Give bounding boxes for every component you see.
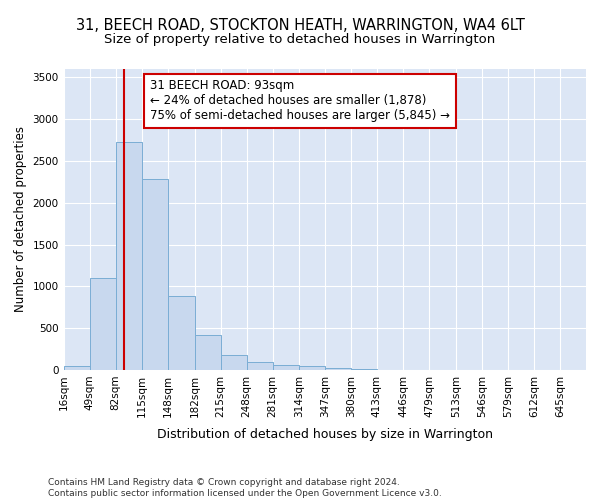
Bar — [273, 366, 299, 370]
Bar — [194, 336, 221, 370]
Bar — [221, 356, 247, 370]
Bar — [325, 368, 351, 370]
Y-axis label: Number of detached properties: Number of detached properties — [14, 126, 27, 312]
Text: Contains HM Land Registry data © Crown copyright and database right 2024.
Contai: Contains HM Land Registry data © Crown c… — [48, 478, 442, 498]
Text: 31, BEECH ROAD, STOCKTON HEATH, WARRINGTON, WA4 6LT: 31, BEECH ROAD, STOCKTON HEATH, WARRINGT… — [76, 18, 524, 32]
Bar — [247, 362, 273, 370]
X-axis label: Distribution of detached houses by size in Warrington: Distribution of detached houses by size … — [157, 428, 493, 441]
Bar — [116, 142, 142, 370]
Bar — [142, 180, 168, 370]
Text: Size of property relative to detached houses in Warrington: Size of property relative to detached ho… — [104, 32, 496, 46]
Bar — [89, 278, 116, 370]
Bar — [351, 369, 377, 370]
Bar — [64, 366, 89, 370]
Bar — [168, 296, 194, 370]
Bar — [299, 366, 325, 370]
Text: 31 BEECH ROAD: 93sqm
← 24% of detached houses are smaller (1,878)
75% of semi-de: 31 BEECH ROAD: 93sqm ← 24% of detached h… — [150, 80, 450, 122]
